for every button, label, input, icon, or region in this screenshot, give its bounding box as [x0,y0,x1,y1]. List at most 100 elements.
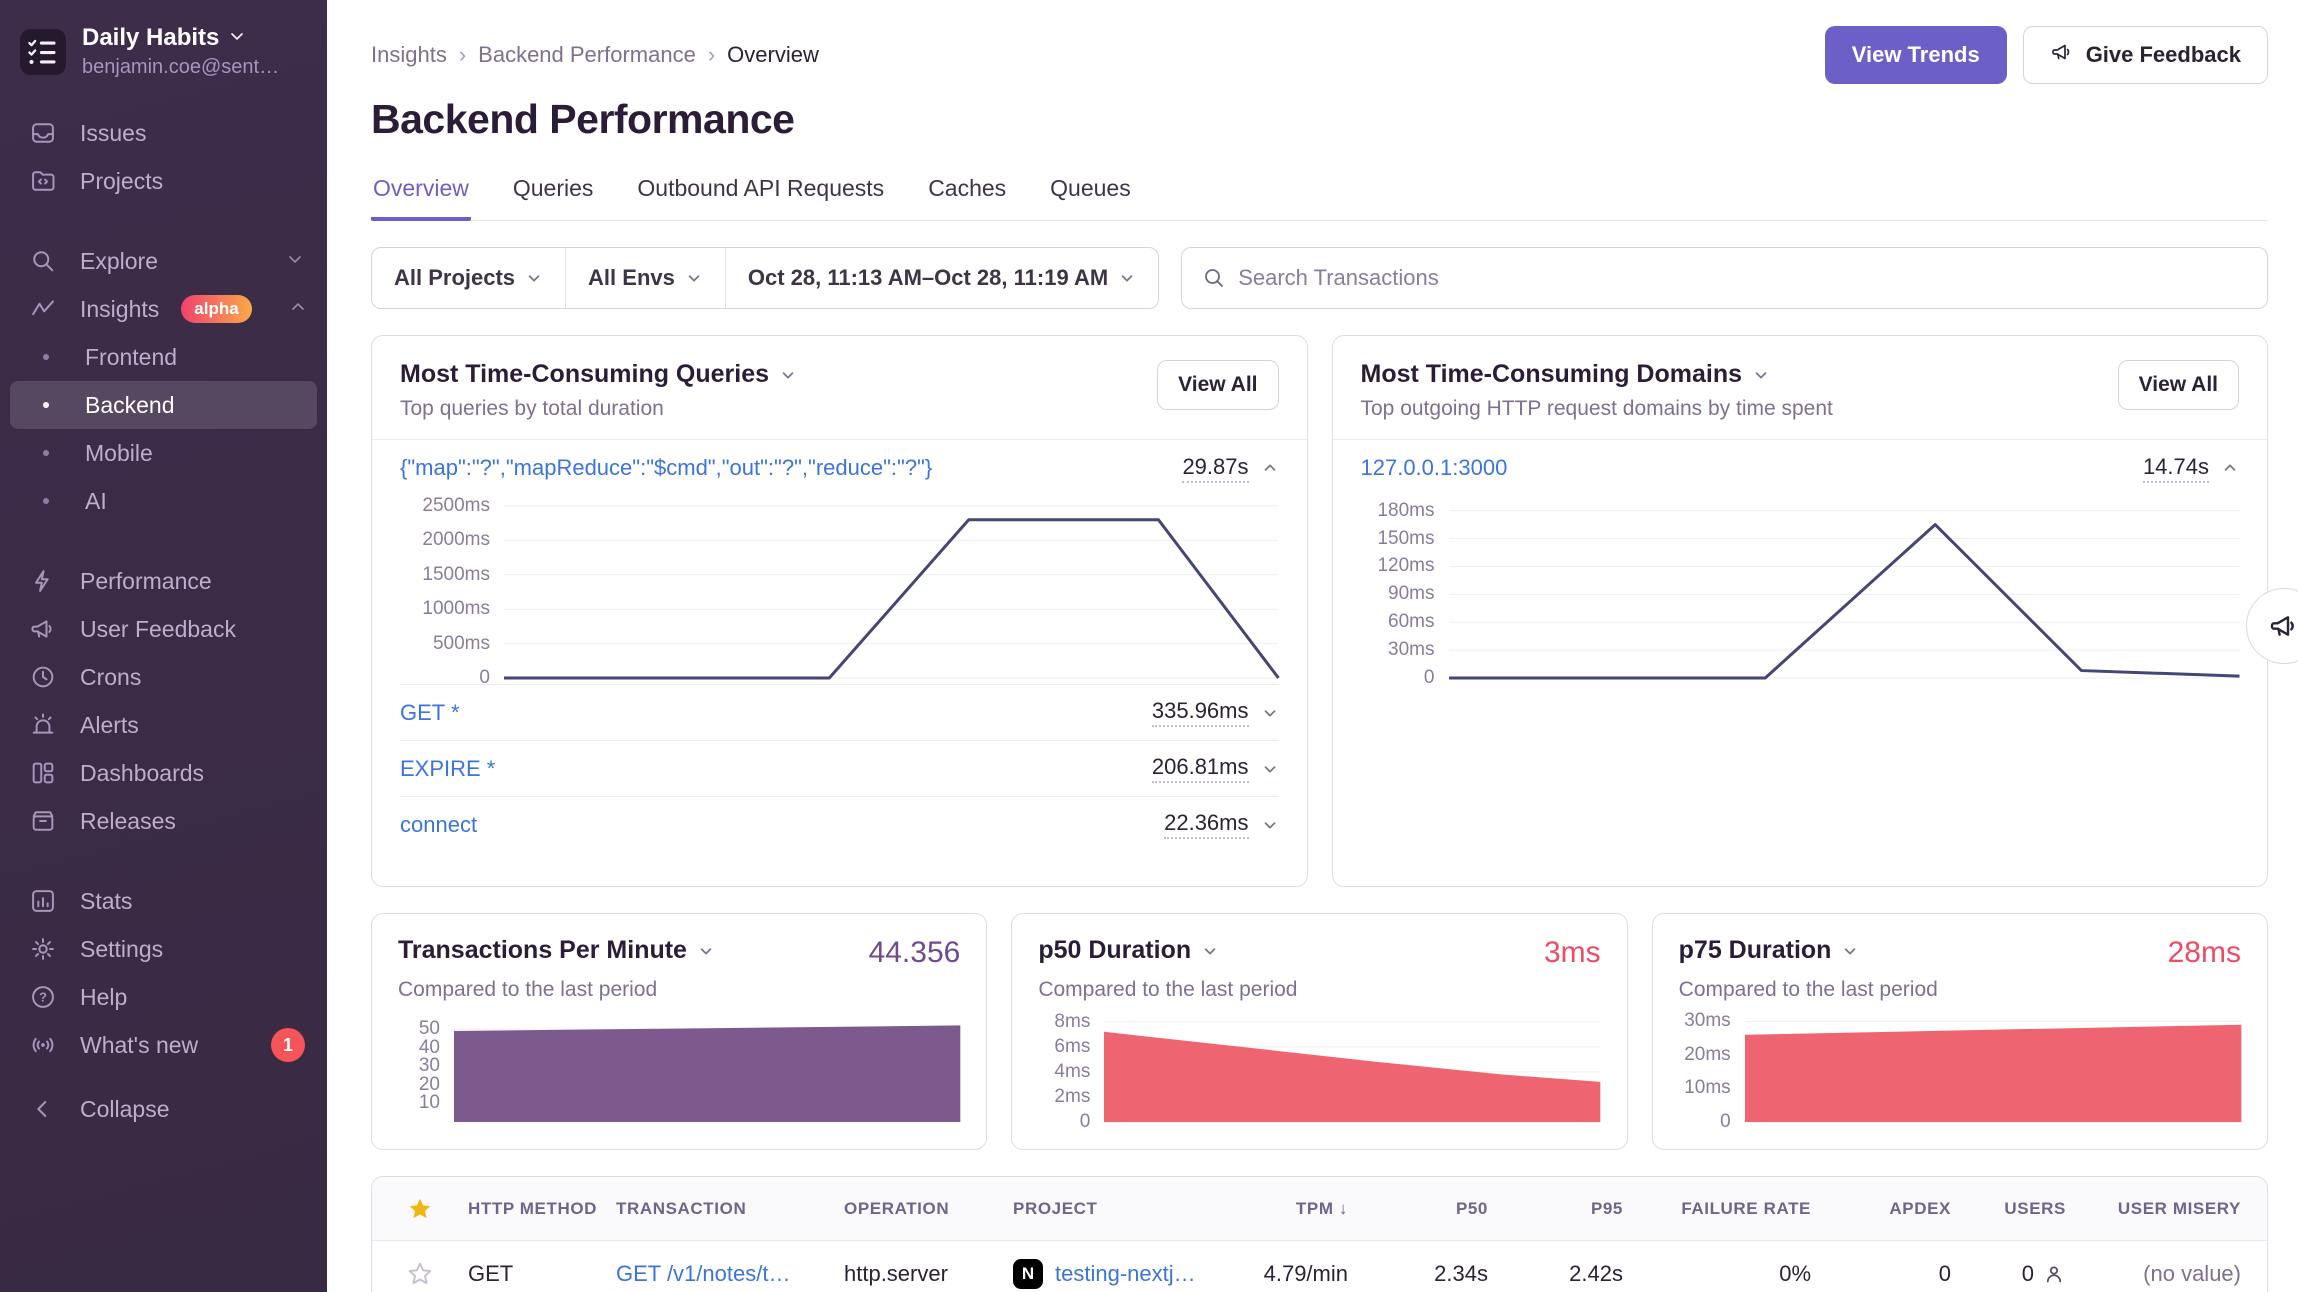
domain-row-toggle[interactable]: 14.74s [2142,454,2239,483]
tab-queries[interactable]: Queries [512,175,594,201]
date-range-dropdown[interactable]: Oct 28, 11:13 AM–Oct 28, 11:19 AM [726,248,1158,308]
p75-subtitle: Compared to the last period [1678,978,1938,1001]
column-header-p50[interactable]: P50 [1455,1198,1488,1218]
p75-title-dropdown[interactable]: p75 Duration [1679,936,1860,965]
column-header-tpm-sorted[interactable]: TPM ↓ [1295,1198,1348,1218]
column-header-users[interactable]: USERS [2004,1198,2066,1218]
nextjs-logo: N [1013,1259,1043,1289]
chevron-down-icon [688,275,700,282]
cell-operation: http.server [844,1261,948,1286]
sidebar-item-settings[interactable]: Settings [0,925,327,973]
column-header-failure-rate[interactable]: FAILURE RATE [1681,1198,1811,1218]
tpm-card: Transactions Per Minute 44.356 Compared … [371,913,988,1150]
queries-chart: 2500ms 2000ms 1500ms 1000ms 500ms 0 [400,495,1279,688]
domains-panel-subtitle: Top outgoing HTTP request domains by tim… [1360,397,1833,420]
tab-queues[interactable]: Queues [1050,175,1131,201]
sidebar-item-performance[interactable]: Performance [0,557,327,605]
sidebar-item-label: Issues [80,119,147,146]
sidebar-item-frontend[interactable]: Frontend [10,333,317,381]
insights-icon [28,294,58,324]
sidebar-item-alerts[interactable]: Alerts [0,701,327,749]
header-actions: View Trends Give Feedback [1824,26,2268,84]
breadcrumb-insights[interactable]: Insights [371,42,447,67]
most-time-consuming-queries-panel: Most Time-Consuming Queries Top queries … [371,335,1308,887]
sidebar-item-user-feedback[interactable]: User Feedback [0,605,327,653]
tab-outbound-api-requests[interactable]: Outbound API Requests [637,175,885,201]
query-link[interactable]: EXPIRE * [400,755,496,781]
column-header-operation[interactable]: OPERATION [844,1198,950,1218]
project-filter-label: All Projects [394,265,516,290]
give-feedback-button[interactable]: Give Feedback [2022,26,2268,84]
column-header-user-misery[interactable]: USER MISERY [2117,1198,2241,1218]
domains-view-all-button[interactable]: View All [2117,360,2239,410]
sidebar-item-issues[interactable]: Issues [0,109,327,157]
column-header-p95[interactable]: P95 [1590,1198,1623,1218]
queries-panel-title-dropdown[interactable]: Most Time-Consuming Queries [400,360,797,389]
sidebar-collapse-button[interactable]: Collapse [0,1085,327,1133]
star-column-header-icon[interactable] [372,1196,468,1222]
chevron-up-icon [2224,464,2236,471]
query-total-time: 29.87s [1182,454,1249,483]
sidebar-item-projects[interactable]: Projects [0,157,327,205]
cell-p50: 2.34s [1434,1261,1488,1286]
sidebar-item-ai[interactable]: AI [10,477,317,525]
tpm-title-dropdown[interactable]: Transactions Per Minute [398,936,715,965]
filter-divider [724,248,726,308]
page-filter: All Projects All Envs Oct 28, 11:13 AM–O… [371,247,1160,309]
sidebar-item-mobile[interactable]: Mobile [10,429,317,477]
query-link[interactable]: connect [400,811,478,837]
sidebar-item-releases[interactable]: Releases [0,797,327,845]
tab-caches[interactable]: Caches [928,175,1007,201]
domain-link[interactable]: 127.0.0.1:3000 [1360,455,1508,480]
org-logo-icon [20,28,66,75]
sidebar-item-crons[interactable]: Crons [0,653,327,701]
favorite-star-icon[interactable] [372,1261,468,1287]
column-header-transaction[interactable]: TRANSACTION [616,1198,747,1218]
column-header-http-method[interactable]: HTTP METHOD [468,1198,598,1218]
sidebar-item-stats[interactable]: Stats [0,877,327,925]
environment-filter-dropdown[interactable]: All Envs [566,248,725,308]
sidebar-item-whats-new[interactable]: What's new 1 [0,1021,327,1069]
sidebar-item-dashboards[interactable]: Dashboards [0,749,327,797]
org-meta: Daily Habits benjamin.coe@sent… [82,24,279,79]
chevron-down-icon [700,947,712,954]
sidebar-item-backend[interactable]: Backend [10,381,317,429]
sidebar-item-explore[interactable]: Explore [0,237,327,285]
p75-card: p75 Duration 28ms Compared to the last p… [1651,913,2268,1150]
column-header-project[interactable]: PROJECT [1013,1198,1098,1218]
query-link[interactable]: {"map":"?","mapReduce":"$cmd","out":"?",… [400,455,933,480]
sidebar-item-label: Stats [80,887,133,914]
sidebar-item-label: What's new [80,1031,199,1058]
clock-icon [28,662,58,692]
query-row: GET * 335.96ms [400,684,1279,740]
cell-user-misery: (no value) [2143,1261,2241,1286]
view-trends-button[interactable]: View Trends [1824,26,2007,84]
breadcrumb-separator: › [707,42,716,67]
sidebar-item-insights[interactable]: Insights alpha [0,285,327,333]
chevron-down-icon [1755,371,1767,378]
chevron-up-icon [288,296,308,323]
column-header-apdex[interactable]: APDEX [1889,1198,1951,1218]
queries-view-all-button[interactable]: View All [1157,360,1279,410]
query-row-toggle[interactable]: 22.36ms [1164,810,1278,839]
domains-panel-title-dropdown[interactable]: Most Time-Consuming Domains [1361,360,1833,389]
bullet-icon [43,498,49,504]
bullet-icon [43,354,49,360]
query-row-toggle[interactable]: 206.81ms [1151,754,1279,783]
lightning-icon [28,566,58,596]
org-switcher[interactable]: Daily Habits benjamin.coe@sent… [0,24,327,87]
query-link[interactable]: GET * [400,699,460,725]
sidebar-item-help[interactable]: ? Help [0,973,327,1021]
project-filter-dropdown[interactable]: All Projects [372,248,565,308]
search-transactions-input[interactable] [1238,265,2247,291]
p50-title-dropdown[interactable]: p50 Duration [1038,936,1219,965]
transaction-link[interactable]: GET /v1/notes/t… [616,1261,791,1286]
query-total-time: 206.81ms [1151,754,1249,783]
projects-icon [28,166,58,196]
tab-overview[interactable]: Overview [371,175,471,221]
chevron-down-icon [528,275,540,282]
query-row-toggle[interactable]: 29.87s [1182,454,1278,483]
query-row-toggle[interactable]: 335.96ms [1151,698,1279,727]
project-link[interactable]: testing-nextj… [1055,1261,1196,1286]
breadcrumb-backend-performance[interactable]: Backend Performance [478,42,696,67]
